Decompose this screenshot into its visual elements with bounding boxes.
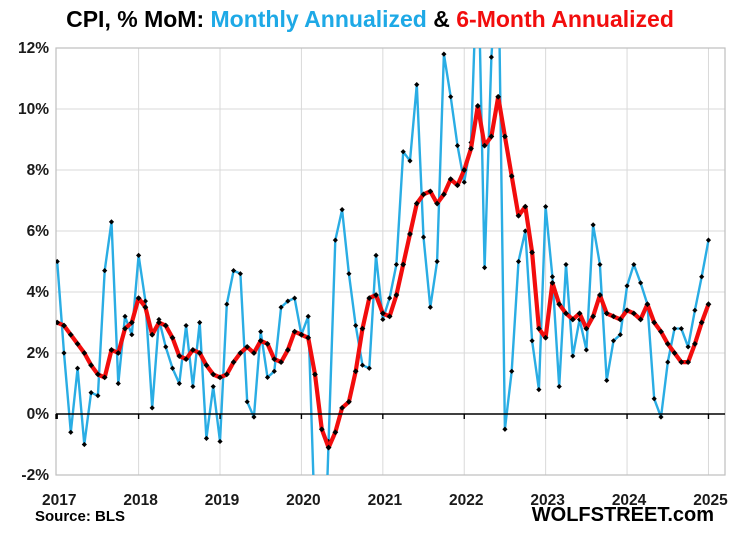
six-month-annualized-series xyxy=(56,93,712,451)
chart-title: CPI, % MoM: Monthly Annualized & 6-Month… xyxy=(0,6,740,33)
svg-text:2018: 2018 xyxy=(123,492,158,509)
x-axis-zero-line xyxy=(55,413,725,419)
svg-text:6%: 6% xyxy=(27,223,50,240)
x-axis-labels: 2017 2018 2019 2020 2021 2022 2023 2024 2025 xyxy=(42,492,728,509)
svg-text:2025: 2025 xyxy=(693,492,728,509)
svg-text:10%: 10% xyxy=(18,101,49,118)
svg-text:2020: 2020 xyxy=(286,492,320,509)
svg-text:2023: 2023 xyxy=(530,492,565,509)
svg-text:2%: 2% xyxy=(27,345,50,362)
svg-text:-2%: -2% xyxy=(21,467,49,484)
svg-text:2024: 2024 xyxy=(612,492,647,509)
svg-text:8%: 8% xyxy=(27,162,50,179)
svg-text:2017: 2017 xyxy=(42,492,76,509)
title-joiner: & xyxy=(426,6,457,32)
plot-border xyxy=(55,47,726,476)
svg-text:4%: 4% xyxy=(27,284,50,301)
title-prefix: CPI, % MoM: xyxy=(66,6,211,32)
title-series2-label: 6-Month Annualized xyxy=(456,6,674,32)
y-axis-labels: 12% 10% 8% 6% 4% 2% 0% -2% xyxy=(18,40,49,484)
svg-text:2021: 2021 xyxy=(368,492,403,509)
source-note: Source: BLS xyxy=(35,508,126,525)
monthly-annualized-series xyxy=(56,48,712,475)
title-series1-label: Monthly Annualized xyxy=(210,6,427,32)
gridlines xyxy=(56,47,725,476)
svg-text:2019: 2019 xyxy=(205,492,240,509)
svg-text:2022: 2022 xyxy=(449,492,483,509)
svg-text:0%: 0% xyxy=(27,406,50,423)
wolfstreet-brand: WOLFSTREET.com xyxy=(531,504,714,526)
svg-text:12%: 12% xyxy=(18,40,49,57)
